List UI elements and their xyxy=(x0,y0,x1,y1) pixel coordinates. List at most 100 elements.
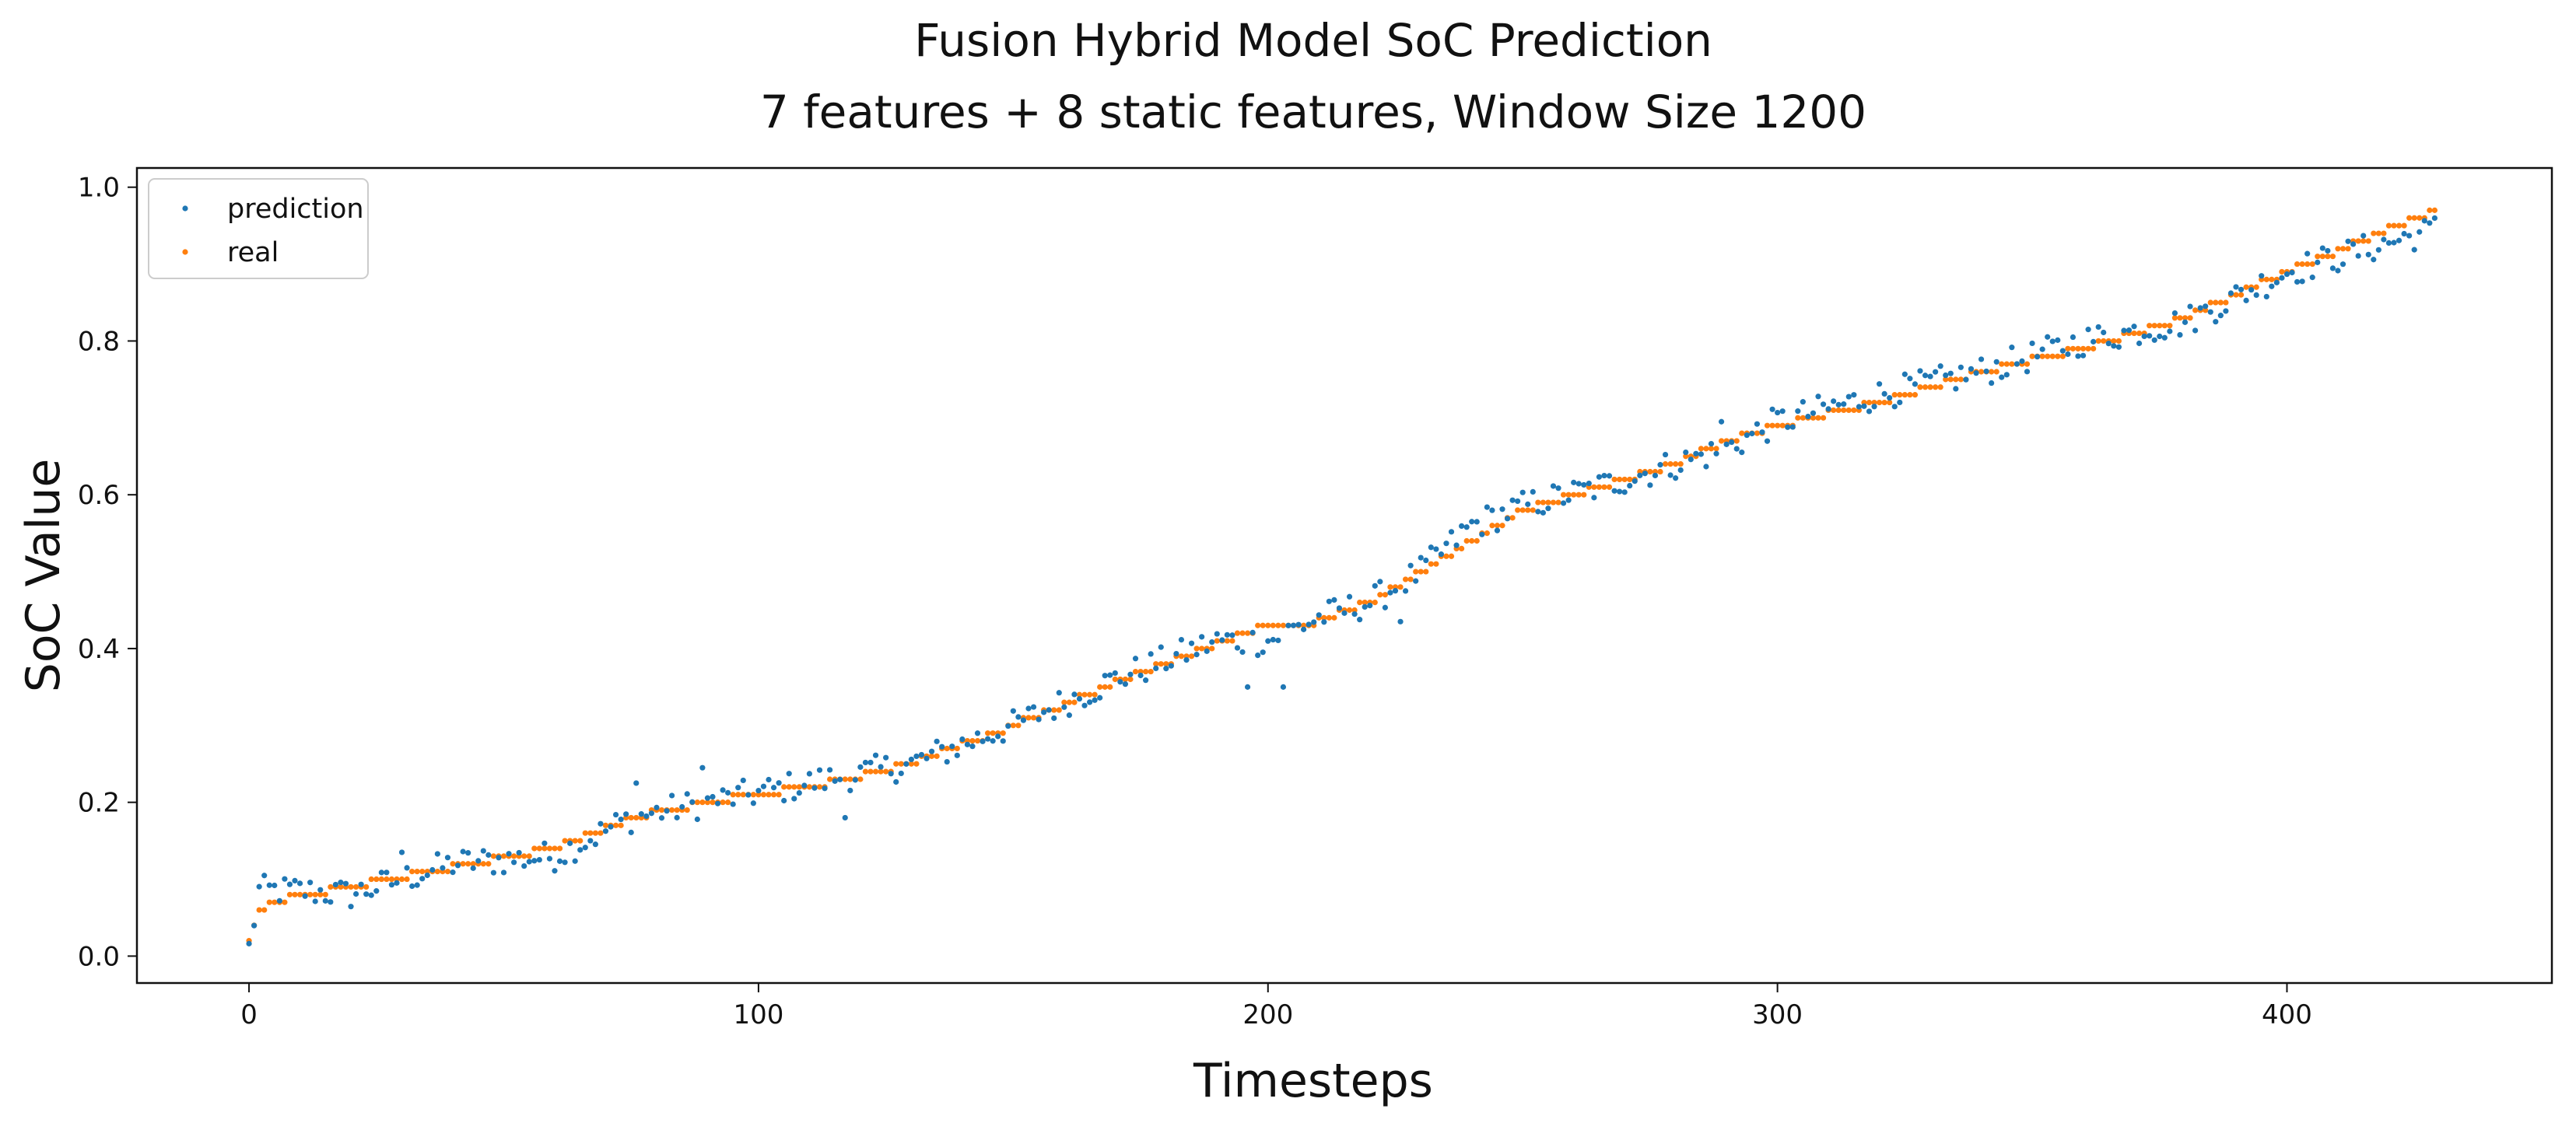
prediction-point xyxy=(1494,527,1501,534)
x-tick-label: 100 xyxy=(733,999,783,1030)
prediction-point xyxy=(2085,327,2091,333)
prediction-point xyxy=(694,816,700,823)
prediction-point xyxy=(1841,401,1847,408)
prediction-point xyxy=(2039,346,2045,352)
real-point xyxy=(1617,476,1623,483)
real-point xyxy=(760,792,767,798)
prediction-point xyxy=(1301,626,1307,632)
real-point xyxy=(1775,422,1781,429)
real-point xyxy=(1086,691,1093,698)
prediction-point xyxy=(2243,297,2249,303)
real-point xyxy=(572,838,578,844)
real-point xyxy=(1402,576,1409,582)
prediction-point xyxy=(312,898,318,904)
prediction-point xyxy=(338,880,344,886)
prediction-point xyxy=(1280,684,1287,690)
real-point xyxy=(633,814,640,821)
real-point xyxy=(2391,222,2397,229)
real-point xyxy=(2294,261,2301,268)
real-point xyxy=(1163,661,1169,667)
prediction-point xyxy=(654,804,660,810)
prediction-point xyxy=(2335,268,2341,274)
prediction-point xyxy=(908,756,914,763)
real-point xyxy=(1025,715,1032,721)
prediction-point xyxy=(307,880,314,886)
prediction-point xyxy=(398,849,405,855)
real-point xyxy=(465,861,471,867)
prediction-point xyxy=(638,811,644,817)
prediction-point xyxy=(322,897,328,904)
real-point xyxy=(398,876,405,883)
real-point xyxy=(766,792,772,798)
prediction-point xyxy=(2080,352,2087,359)
prediction-point xyxy=(526,859,532,865)
real-point xyxy=(1713,446,1719,452)
real-point xyxy=(2055,353,2061,359)
prediction-point xyxy=(939,743,945,750)
prediction-point xyxy=(1963,376,1969,383)
prediction-point xyxy=(628,829,634,835)
prediction-point xyxy=(2309,275,2315,281)
real-point xyxy=(1428,561,1434,567)
real-point xyxy=(1275,622,1281,628)
prediction-point xyxy=(1989,380,1995,387)
prediction-point xyxy=(1530,488,1536,495)
real-point xyxy=(878,768,884,775)
prediction-point xyxy=(440,865,446,871)
prediction-point xyxy=(1887,394,1893,401)
real-point xyxy=(806,784,813,790)
real-point xyxy=(1515,507,1521,513)
real-point xyxy=(1933,384,1939,390)
prediction-point xyxy=(1856,404,1863,410)
real-point xyxy=(2091,345,2097,352)
prediction-point xyxy=(592,841,598,848)
prediction-point xyxy=(521,862,527,869)
real-point xyxy=(2355,238,2361,244)
real-point xyxy=(256,907,262,913)
prediction-point xyxy=(2070,334,2077,341)
prediction-point xyxy=(720,787,726,793)
real-point xyxy=(536,845,542,852)
real-point xyxy=(1097,684,1103,690)
prediction-point xyxy=(1097,694,1103,701)
prediction-point xyxy=(1560,500,1567,506)
prediction-point xyxy=(791,796,797,802)
prediction-point xyxy=(1423,557,1429,564)
real-point xyxy=(1718,438,1725,444)
prediction-point xyxy=(1565,497,1572,503)
real-point xyxy=(2417,215,2423,221)
prediction-point xyxy=(2371,257,2377,263)
prediction-point xyxy=(1957,364,1964,370)
real-point xyxy=(1779,422,1786,429)
plot-area xyxy=(135,166,2553,985)
real-point xyxy=(974,737,981,744)
prediction-point xyxy=(434,851,440,857)
prediction-point xyxy=(2177,332,2183,338)
chart-title: Fusion Hybrid Model SoC Prediction xyxy=(914,14,1712,67)
real-point xyxy=(1372,600,1378,606)
real-point xyxy=(1876,399,1883,406)
prediction-point xyxy=(648,810,655,817)
prediction-point xyxy=(1351,611,1358,617)
prediction-point xyxy=(969,743,976,750)
prediction-point xyxy=(1056,690,1062,696)
y-tick-label: 0.0 xyxy=(78,941,120,972)
prediction-point xyxy=(1621,489,1628,495)
prediction-point xyxy=(556,858,563,864)
real-point xyxy=(2406,215,2413,221)
real-point xyxy=(740,792,746,798)
real-point xyxy=(2243,284,2249,290)
prediction-point xyxy=(1631,478,1638,485)
real-point xyxy=(444,869,451,875)
prediction-point xyxy=(2350,241,2357,247)
real-point xyxy=(1530,507,1536,513)
prediction-point xyxy=(363,891,370,897)
prediction-point xyxy=(980,738,986,744)
prediction-point xyxy=(1204,648,1210,654)
prediction-point xyxy=(1086,699,1093,705)
real-point xyxy=(2233,292,2239,298)
prediction-point xyxy=(1173,650,1179,657)
prediction-point xyxy=(2192,327,2199,334)
prediction-point xyxy=(1372,582,1378,589)
